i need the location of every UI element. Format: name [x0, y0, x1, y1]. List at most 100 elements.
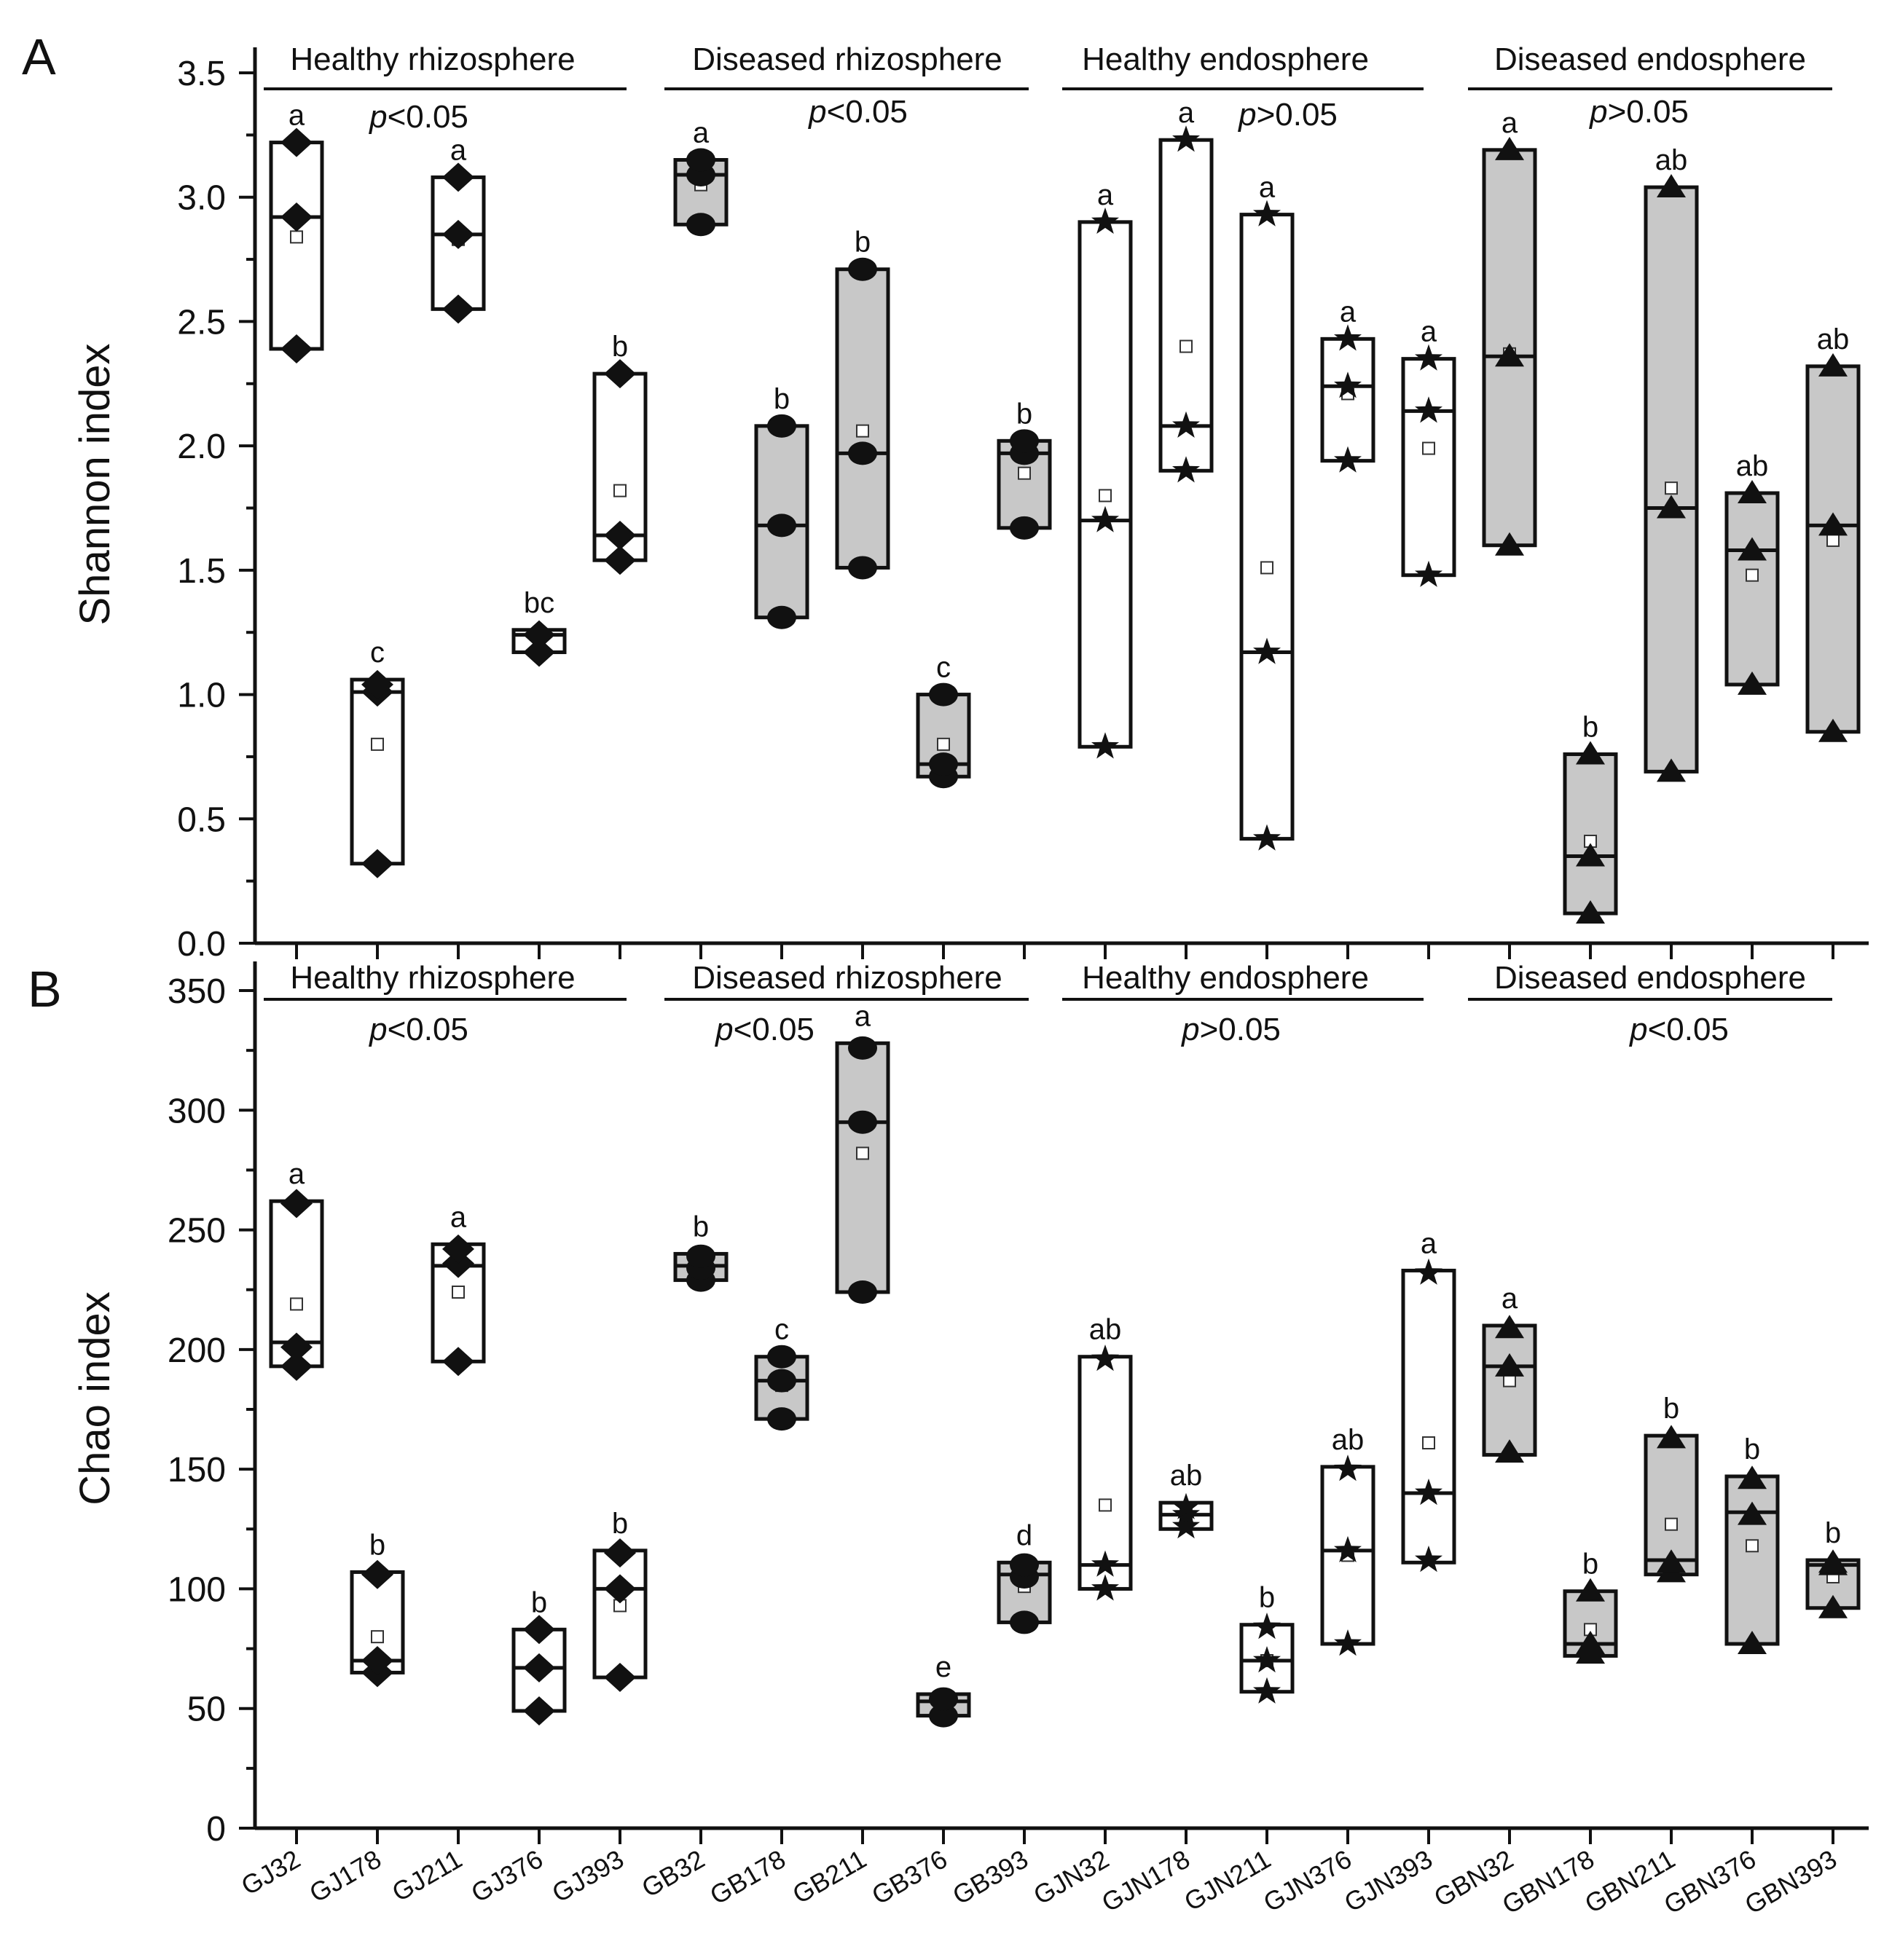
panel-a-y-tick-label: 2.0	[177, 428, 226, 466]
mean-marker	[1179, 339, 1193, 353]
panel-a-significance-letter: a	[1097, 179, 1114, 211]
panel-b-p-value: p<0.05	[1628, 1012, 1729, 1047]
panel-b-group-label: Diseased rhizosphere	[692, 960, 1002, 996]
x-category-label-GBN376: GBN376	[1659, 1843, 1761, 1920]
data-point	[523, 1653, 555, 1682]
panel-a-box-GBN211: ab	[1644, 144, 1699, 782]
data-point	[1415, 396, 1442, 423]
panel-b-significance-letter: a	[450, 1201, 467, 1233]
data-point	[1738, 537, 1767, 561]
panel-a-group-label: Diseased rhizosphere	[692, 42, 1002, 77]
panel-a-box-GJN376: a	[1320, 296, 1375, 473]
mean-marker	[1665, 1517, 1678, 1531]
panel-b-y-tick-label: 0	[206, 1810, 226, 1849]
panel-label-a: A	[22, 28, 56, 85]
mean-marker	[1099, 489, 1112, 503]
panel-a-group-label: Diseased endosphere	[1494, 42, 1806, 77]
data-point	[1738, 1465, 1767, 1489]
x-category-label-GBN393: GBN393	[1740, 1843, 1842, 1920]
data-point	[1495, 1353, 1524, 1377]
data-point	[686, 148, 715, 172]
panel-a-box-GJN178: a	[1158, 97, 1214, 483]
mean-marker	[1018, 466, 1031, 480]
data-point	[1738, 671, 1767, 695]
data-point	[604, 1538, 636, 1568]
box-rect	[1724, 1474, 1780, 1646]
data-point	[361, 1646, 393, 1675]
panel-b-significance-letter: a	[855, 1000, 871, 1032]
data-point	[767, 513, 796, 538]
panel-b-box-GB178: c	[754, 1314, 809, 1431]
mean-marker	[371, 737, 384, 751]
mean-marker	[1746, 1539, 1759, 1553]
panel-a-p-value: p>0.05	[1588, 94, 1689, 130]
panel-b-box-GJN393: a	[1401, 1227, 1456, 1573]
data-point	[1172, 1512, 1200, 1539]
panel-a-significance-letter: a	[1178, 97, 1195, 129]
data-point	[1010, 1610, 1039, 1634]
data-point	[1415, 560, 1442, 587]
panel-a-significance-letter: a	[450, 134, 467, 166]
data-point	[1657, 1549, 1686, 1573]
mean-marker	[1746, 568, 1759, 582]
data-point	[604, 1663, 636, 1692]
data-point	[1818, 353, 1848, 377]
panel-a-significance-letter: a	[288, 100, 305, 132]
box-rect	[835, 1041, 890, 1294]
x-category-label-GB211: GB211	[788, 1843, 871, 1909]
x-category-label-GBN178: GBN178	[1497, 1843, 1599, 1920]
data-point	[848, 1280, 877, 1304]
panel-a-box-GBN178: b	[1563, 712, 1618, 924]
panel-b-group-label: Healthy rhizosphere	[290, 960, 575, 996]
data-point	[442, 294, 474, 324]
data-point	[1334, 324, 1362, 351]
data-point	[1334, 1535, 1362, 1562]
panel-b-box-GJN32: ab	[1078, 1314, 1133, 1601]
data-point	[1818, 718, 1848, 742]
data-point	[442, 1234, 474, 1264]
panel-a-box-GBN32: a	[1482, 107, 1537, 556]
data-point	[1657, 495, 1686, 519]
panel-b-significance-letter: b	[693, 1211, 709, 1243]
data-point	[686, 1244, 715, 1268]
panel-b-box-GJN376: ab	[1320, 1424, 1375, 1656]
panel-a-significance-letter: c	[936, 652, 951, 684]
panel-b-significance-letter: d	[1016, 1519, 1032, 1551]
data-point	[1495, 136, 1524, 160]
data-point	[1091, 732, 1119, 759]
panel-b-box-GBN211: b	[1644, 1393, 1699, 1583]
data-point	[1657, 174, 1686, 198]
panel-a-box-GJ211: a	[431, 134, 486, 324]
data-point	[1172, 456, 1200, 483]
data-point	[1576, 843, 1605, 867]
panel-a-significance-letter: ab	[1655, 144, 1688, 176]
x-category-label-GB178: GB178	[704, 1843, 790, 1910]
panel-a-significance-letter: b	[774, 383, 790, 415]
data-point	[280, 334, 313, 363]
box-rect	[269, 141, 324, 351]
panel-b-significance-letter: a	[1502, 1283, 1518, 1315]
panel-a-p-value: p<0.05	[368, 99, 468, 135]
data-point	[1415, 344, 1442, 371]
panel-b-box-GJ178: b	[350, 1529, 405, 1688]
mean-marker	[613, 484, 627, 497]
data-point	[604, 359, 636, 389]
mean-marker	[1826, 533, 1840, 547]
panel-a-significance-letter: a	[1340, 296, 1357, 328]
panel-b-box-GB393: d	[997, 1519, 1052, 1634]
panel-b-box-GBN376: b	[1724, 1433, 1780, 1654]
panel-b-y-tick-label: 150	[168, 1451, 226, 1489]
panel-a-significance-letter: b	[612, 331, 628, 363]
data-point	[1576, 900, 1605, 924]
data-point	[280, 127, 313, 157]
panel-a-significance-letter: b	[1016, 398, 1032, 430]
panel-a-shannon-chart: Shannon index 0.0 0.5 1.0 1.5 2.0 2.5 3.0 3.5 He…	[71, 42, 1869, 964]
x-category-label-GJ376: GJ376	[466, 1843, 548, 1908]
panel-b-box-GBN178: b	[1563, 1548, 1618, 1664]
data-point	[767, 605, 796, 629]
data-point	[767, 1345, 796, 1369]
data-point	[1091, 1574, 1119, 1601]
panel-a-significance-letter: b	[1582, 712, 1598, 744]
data-point	[523, 637, 555, 667]
